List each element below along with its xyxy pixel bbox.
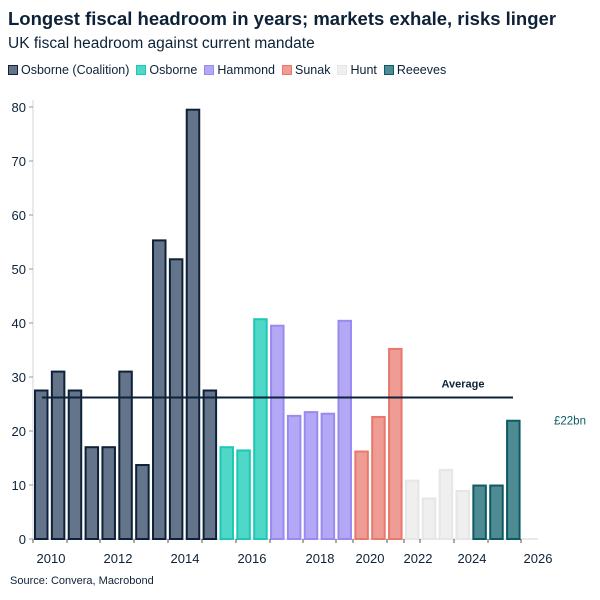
- bar: [303, 411, 319, 541]
- legend-label: Sunak: [295, 63, 331, 77]
- bar: [185, 108, 201, 540]
- bar: [101, 446, 116, 541]
- legend-swatch: [204, 65, 215, 75]
- x-tick-label: 2014: [171, 551, 200, 566]
- average-label: Average: [441, 379, 484, 391]
- x-tick-label: 2020: [356, 551, 385, 566]
- bar: [438, 468, 454, 541]
- legend-label: Osborne: [149, 63, 198, 77]
- bar: [455, 489, 470, 541]
- y-tick-label: 80: [12, 100, 26, 115]
- bar: [354, 450, 369, 540]
- x-tick-label: 2022: [404, 551, 433, 566]
- legend-item: Sunak: [282, 62, 330, 78]
- y-tick-label: 50: [12, 262, 26, 277]
- legend-item: Osborne: [136, 62, 197, 78]
- legend-label: Reeeves: [396, 63, 447, 77]
- y-tick-label: 30: [12, 370, 26, 385]
- bar: [253, 318, 268, 540]
- bar: [506, 419, 521, 540]
- bar: [168, 258, 184, 540]
- bar: [337, 319, 352, 540]
- chart-title: Longest fiscal headroom in years; market…: [8, 8, 557, 29]
- legend-swatch: [383, 65, 394, 75]
- annotation-label: £22bn: [554, 416, 586, 428]
- y-tick-label: 20: [12, 424, 26, 439]
- legend-swatch: [337, 65, 348, 75]
- bar: [34, 389, 49, 540]
- x-tick-label: 2026: [524, 551, 553, 566]
- bar: [236, 449, 251, 540]
- legend: Osborne (Coalition) Osborne Hammond Sunak Hu…: [8, 62, 592, 78]
- legend-item: Hunt: [337, 62, 377, 78]
- bar: [489, 484, 504, 541]
- x-tick-label: 2016: [238, 551, 267, 566]
- legend-label: Hunt: [350, 63, 377, 77]
- bar: [286, 414, 302, 541]
- legend-item: Hammond: [204, 62, 275, 78]
- x-tick-label: 2012: [104, 551, 133, 566]
- x-tick-label: 2024: [458, 551, 487, 566]
- bar: [472, 484, 487, 541]
- y-tick-label: 10: [12, 478, 26, 493]
- legend-item: Osborne (Coalition): [8, 62, 129, 78]
- bar: [421, 497, 437, 540]
- bar: [152, 239, 167, 540]
- bar: [67, 389, 83, 540]
- bar: [135, 464, 150, 540]
- legend-label: Osborne (Coalition): [21, 63, 130, 77]
- legend-swatch: [282, 65, 293, 75]
- bar: [84, 446, 100, 541]
- bar: [118, 370, 133, 540]
- chart-subtitle: UK fiscal headroom against current manda…: [8, 35, 315, 52]
- y-tick-label: 70: [12, 154, 26, 169]
- legend-label: Hammond: [217, 63, 276, 77]
- bar: [50, 370, 66, 540]
- source-note: Source: Convera, Macrobond: [10, 575, 154, 587]
- bar: [388, 347, 403, 541]
- bar: [320, 412, 336, 540]
- legend-item: Reeeves: [383, 62, 447, 78]
- y-tick-label: 40: [12, 316, 26, 331]
- bar: [202, 389, 218, 540]
- bar: [270, 324, 285, 541]
- bar: [404, 479, 420, 540]
- bar: [371, 415, 386, 540]
- x-tick-label: 2018: [306, 551, 335, 566]
- chart-header: Longest fiscal headroom in years; market…: [0, 0, 600, 78]
- y-tick-label: 0: [19, 532, 26, 547]
- legend-swatch: [8, 65, 18, 75]
- legend-swatch: [136, 65, 147, 75]
- bar: [219, 446, 234, 541]
- x-tick-label: 2010: [37, 551, 66, 566]
- y-tick-label: 60: [12, 208, 26, 223]
